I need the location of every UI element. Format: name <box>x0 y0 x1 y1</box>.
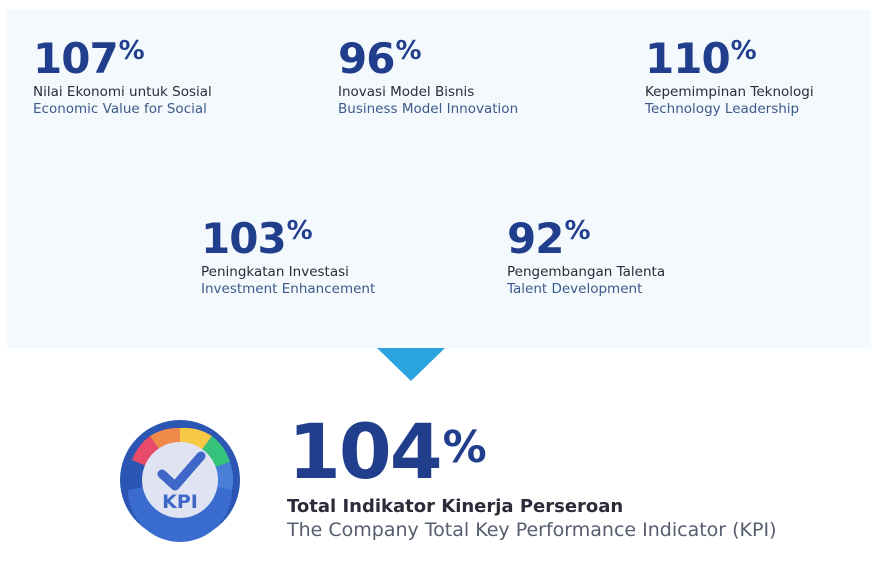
kpi-label-id: Kepemimpinan Teknologi <box>645 84 814 100</box>
kpi-economic-value: 107% Nilai Ekonomi untuk Sosial Economic… <box>33 36 212 118</box>
kpi-label-en: Talent Development <box>507 281 643 297</box>
kpi-investment: 103% Peningkatan Investasi Investment En… <box>201 216 375 298</box>
kpi-label-en: Economic Value for Social <box>33 101 207 117</box>
down-arrow-icon <box>377 348 445 381</box>
kpi-value: 92% <box>507 214 591 263</box>
kpi-talent: 92% Pengembangan Talenta Talent Developm… <box>507 216 665 298</box>
kpi-value: 110% <box>645 34 757 83</box>
kpi-value: 96% <box>338 34 422 83</box>
kpi-icon-text: KPI <box>162 491 198 513</box>
kpi-label-id: Inovasi Model Bisnis <box>338 84 475 100</box>
kpi-label-id: Nilai Ekonomi untuk Sosial <box>33 84 212 100</box>
kpi-label-en: Technology Leadership <box>645 101 800 117</box>
kpi-label-id: Peningkatan Investasi <box>201 264 349 280</box>
kpi-panel <box>7 10 871 348</box>
kpi-value: 107% <box>33 34 145 83</box>
total-kpi-label-en: The Company Total Key Performance Indica… <box>287 519 777 541</box>
kpi-label-en: Business Model Innovation <box>338 101 519 117</box>
kpi-technology-leadership: 110% Kepemimpinan Teknologi Technology L… <box>645 36 814 118</box>
kpi-value: 103% <box>201 214 313 263</box>
total-kpi-value: 104% <box>288 407 487 496</box>
kpi-label-id: Pengembangan Talenta <box>507 264 666 280</box>
kpi-label-en: Investment Enhancement <box>201 281 376 297</box>
kpi-gauge-icon: KPI <box>120 420 240 542</box>
kpi-business-model: 96% Inovasi Model Bisnis Business Model … <box>338 36 518 118</box>
total-kpi-label-id: Total Indikator Kinerja Perseroan <box>287 496 624 517</box>
